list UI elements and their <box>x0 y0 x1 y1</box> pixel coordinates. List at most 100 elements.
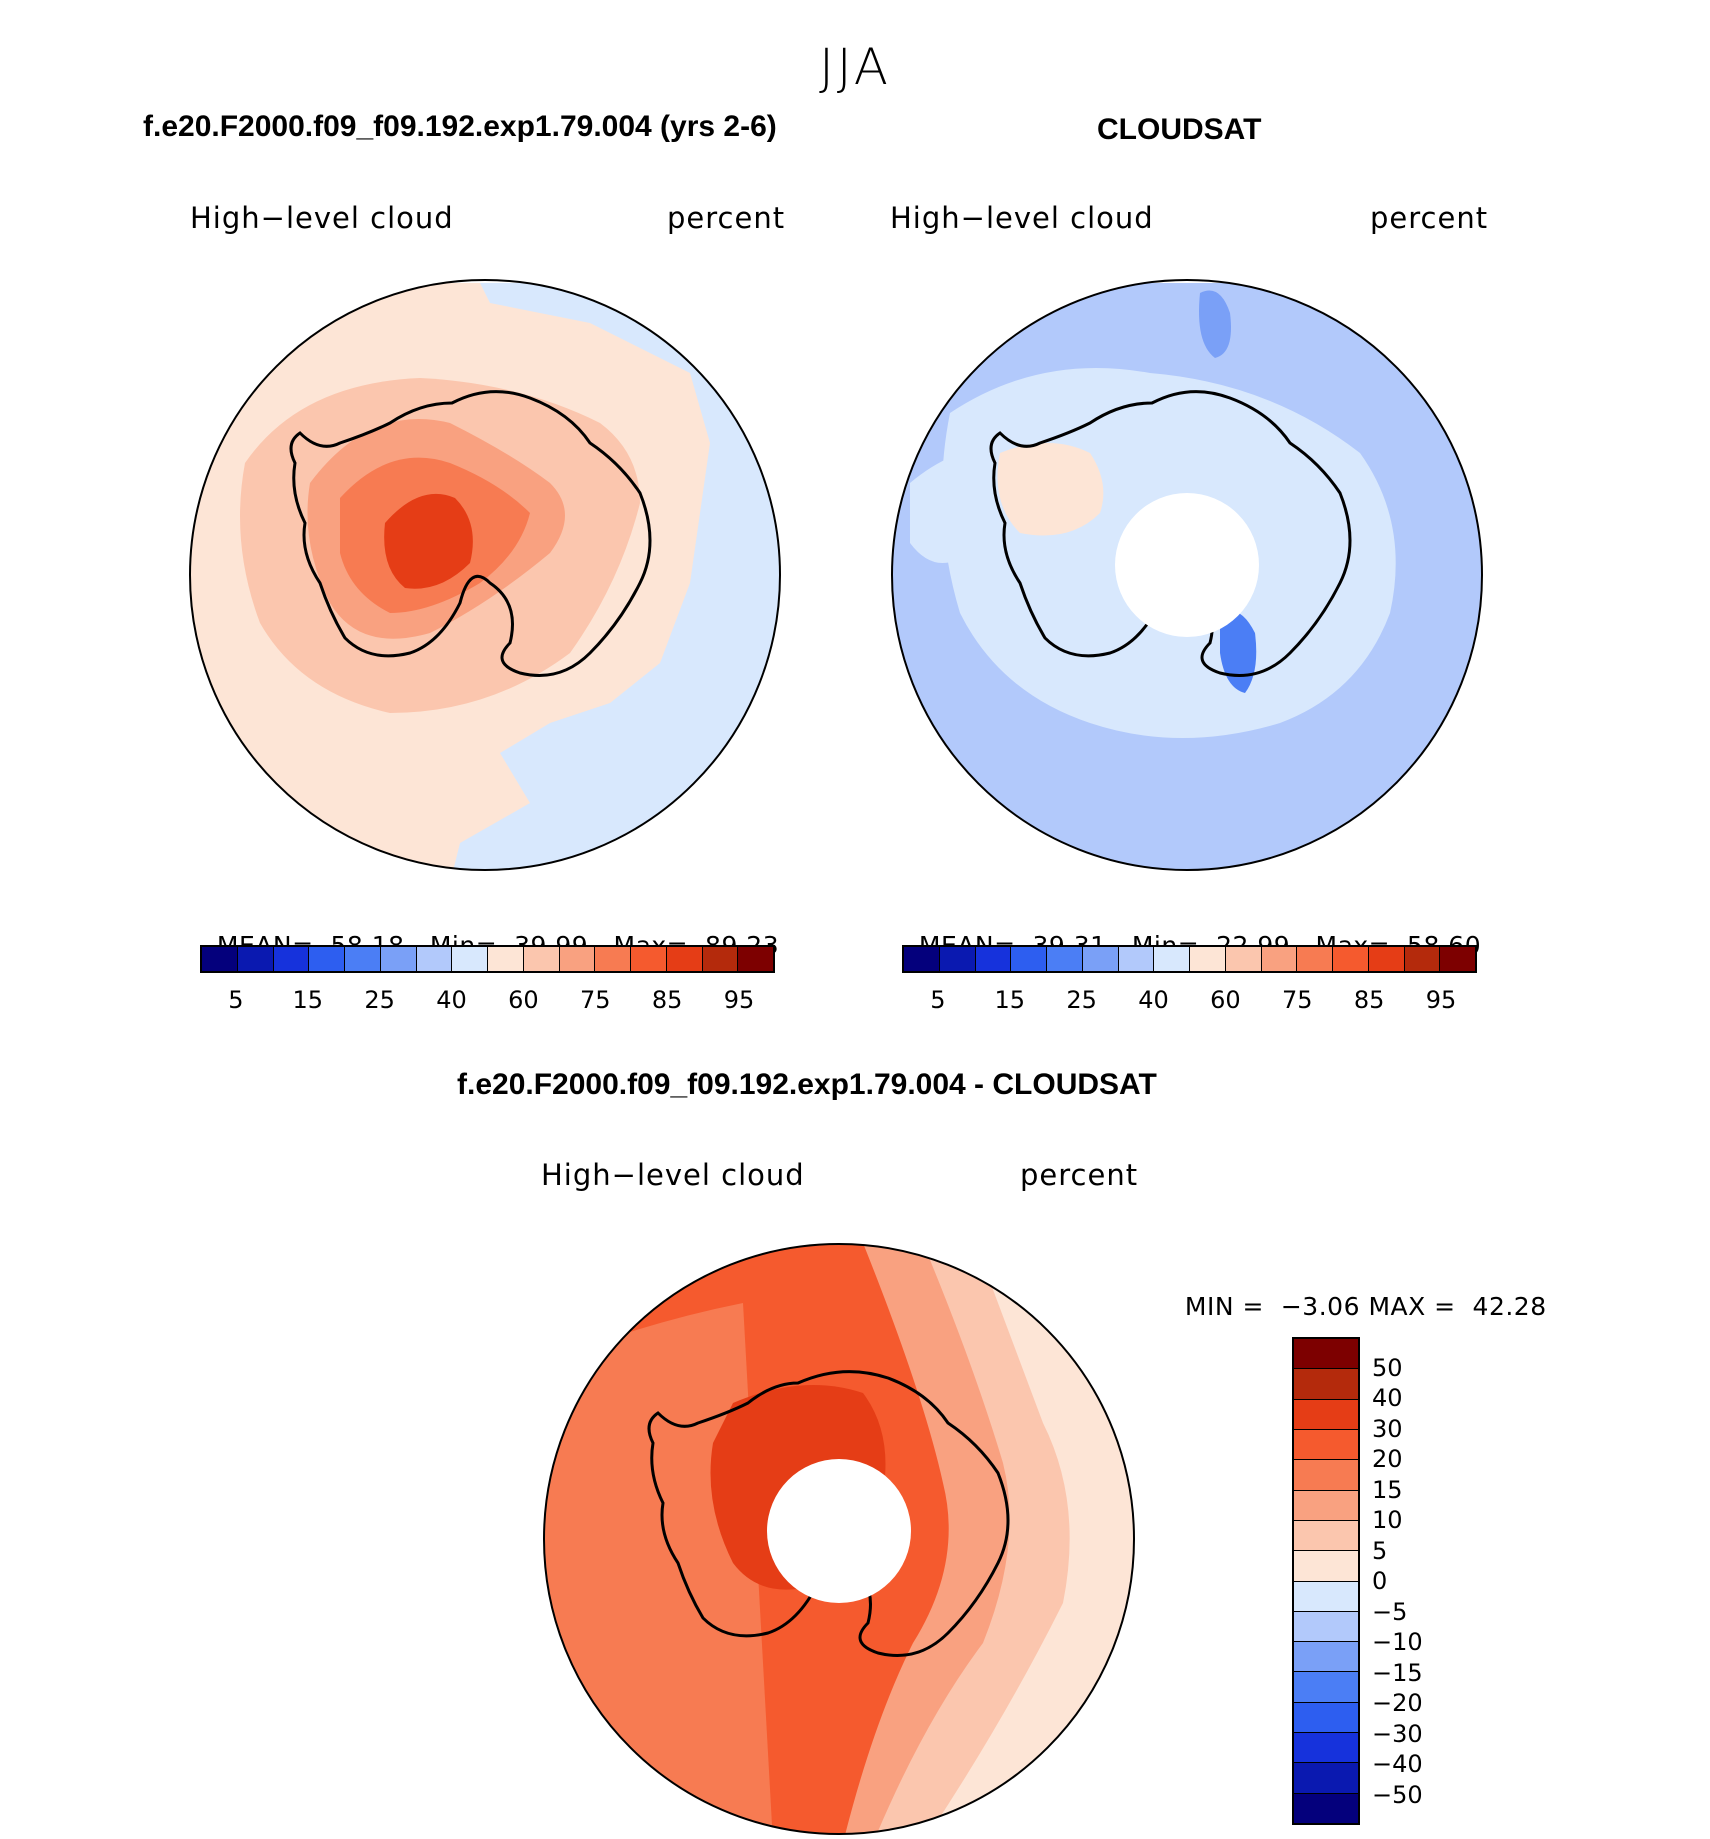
colorbar-swatch <box>1261 947 1298 971</box>
colorbar-swatch <box>1333 947 1369 971</box>
colorbar-tick-label: 15 <box>1372 1475 1403 1504</box>
colorbar-swatch <box>1294 1702 1358 1734</box>
colorbar-tick-label: 75 <box>580 986 611 1014</box>
colorbar-swatch <box>939 947 976 971</box>
colorbar-swatch <box>416 947 453 971</box>
diff-variable-label: High−level cloud <box>541 1158 805 1192</box>
diff-min-value: −3.06 <box>1280 1292 1360 1321</box>
obs-units-label: percent <box>1370 201 1489 235</box>
colorbar-tick-label: 25 <box>1066 986 1097 1014</box>
colorbar-swatch <box>1011 947 1047 971</box>
colorbar-swatch <box>631 947 667 971</box>
colorbar-tick-label: 40 <box>1138 986 1169 1014</box>
colorbar-swatch <box>273 947 310 971</box>
colorbar-tick-label: −5 <box>1372 1597 1408 1626</box>
colorbar-tick-label: −30 <box>1372 1719 1423 1748</box>
colorbar-tick-label: 25 <box>364 986 395 1014</box>
colorbar-swatch <box>1294 1490 1358 1521</box>
colorbar-tick-label: 60 <box>1210 986 1241 1014</box>
colorbar-swatch <box>702 947 739 971</box>
colorbar-tick-label: −20 <box>1372 1689 1423 1717</box>
colorbar-swatch <box>488 947 524 971</box>
colorbar-tick-label: 5 <box>228 986 244 1014</box>
colorbar-swatch <box>1294 1339 1358 1370</box>
colorbar-tick-label: 95 <box>723 986 755 1014</box>
colorbar-swatch <box>1294 1763 1358 1794</box>
colorbar-tick-label: 75 <box>1282 986 1313 1014</box>
colorbar-swatch <box>1190 947 1226 971</box>
obs-title: CLOUDSAT <box>1097 113 1262 146</box>
colorbar-swatch <box>666 947 703 971</box>
colorbar-swatch <box>1294 1581 1358 1612</box>
colorbar-swatch <box>309 947 345 971</box>
obs-missing-data-hole <box>1115 493 1259 637</box>
colorbar-swatch <box>738 947 773 971</box>
colorbar-tick-label: 15 <box>994 986 1026 1014</box>
colorbar-swatch <box>380 947 417 971</box>
diff-min-label: MIN = <box>1184 1292 1264 1321</box>
colorbar-swatch <box>452 947 488 971</box>
colorbar-swatch <box>1294 1551 1358 1582</box>
obs-colorbar <box>902 945 1477 973</box>
colorbar-swatch <box>1082 947 1119 971</box>
colorbar-tick-label: 60 <box>508 986 539 1014</box>
colorbar-swatch <box>1440 947 1475 971</box>
diff-max-label: MAX = <box>1368 1292 1456 1321</box>
colorbar-tick-label: 30 <box>1372 1414 1403 1443</box>
colorbar-tick-label: 85 <box>1353 986 1385 1014</box>
obs-map <box>891 279 1483 871</box>
model-obs-low-patch <box>450 283 780 870</box>
model-map <box>189 279 781 871</box>
colorbar-tick-label: 20 <box>1372 1445 1403 1473</box>
colorbar-swatch <box>202 947 238 971</box>
colorbar-swatch <box>1404 947 1441 971</box>
colorbar-tick-label: 85 <box>651 986 683 1014</box>
colorbar-swatch <box>1047 947 1083 971</box>
obs-dark-streak <box>1220 610 1257 693</box>
colorbar-swatch <box>237 947 274 971</box>
model-antarctica-coast <box>289 390 652 677</box>
diff-mid-band <box>544 1303 773 1834</box>
colorbar-tick-label: −40 <box>1372 1750 1423 1778</box>
colorbar-tick-label: 5 <box>930 986 946 1014</box>
colorbar-swatch <box>904 947 940 971</box>
diff-colorbar <box>1292 1337 1360 1825</box>
model-colorbar-ticks: 5 15 25 40 60 75 85 95 <box>200 986 775 1016</box>
colorbar-tick-label: 40 <box>436 986 467 1014</box>
diff-max-value: 42.28 <box>1472 1292 1547 1321</box>
colorbar-swatch <box>595 947 631 971</box>
colorbar-swatch <box>1294 1520 1358 1552</box>
colorbar-swatch <box>559 947 596 971</box>
obs-colorbar-ticks: 5 15 25 40 60 75 85 95 <box>902 986 1477 1016</box>
colorbar-swatch <box>1294 1429 1358 1461</box>
colorbar-tick-label: 50 <box>1372 1353 1403 1382</box>
colorbar-tick-label: 5 <box>1372 1536 1388 1565</box>
colorbar-tick-label: 10 <box>1372 1506 1403 1534</box>
colorbar-swatch <box>1118 947 1155 971</box>
colorbar-swatch <box>1294 1642 1358 1673</box>
colorbar-tick-label: 40 <box>1372 1384 1403 1412</box>
diff-units-label: percent <box>1020 1158 1139 1192</box>
diff-title: f.e20.F2000.f09_f09.192.exp1.79.004 - CL… <box>457 1068 1157 1101</box>
colorbar-swatch <box>1294 1369 1358 1400</box>
colorbar-swatch <box>345 947 381 971</box>
colorbar-swatch <box>1294 1460 1358 1491</box>
colorbar-swatch <box>975 947 1012 971</box>
season-title: JJA <box>819 38 891 96</box>
colorbar-swatch <box>1294 1793 1358 1823</box>
colorbar-tick-label: −10 <box>1372 1628 1423 1656</box>
model-variable-label: High−level cloud <box>190 201 454 235</box>
colorbar-swatch <box>1294 1672 1358 1703</box>
colorbar-swatch <box>1294 1733 1358 1764</box>
colorbar-tick-label: −15 <box>1372 1658 1423 1687</box>
model-units-label: percent <box>667 201 786 235</box>
diff-stats: MIN = −3.06 MAX = 42.28 <box>1168 1263 1547 1321</box>
obs-dark-streak-top <box>1199 290 1231 358</box>
diff-colorbar-ticks: 50 40 30 20 15 10 5 0 −5 −10 −15 −20 −30 −40 −50 <box>1372 1337 1462 1825</box>
colorbar-tick-label: 15 <box>292 986 324 1014</box>
colorbar-swatch <box>1294 1399 1358 1430</box>
colorbar-tick-label: −50 <box>1372 1780 1423 1809</box>
diff-missing-data-hole <box>767 1459 911 1603</box>
colorbar-tick-label: 0 <box>1372 1567 1388 1595</box>
model-colorbar <box>200 945 775 973</box>
